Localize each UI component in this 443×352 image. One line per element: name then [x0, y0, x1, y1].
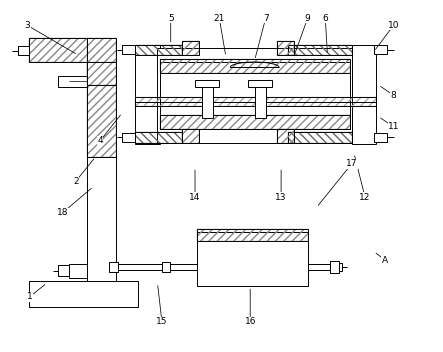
Text: 9: 9 [305, 14, 311, 23]
Bar [159, 115, 350, 129]
Bar [197, 232, 307, 287]
Text: 4: 4 [97, 137, 103, 145]
Text: 18: 18 [57, 208, 68, 217]
Text: 14: 14 [189, 193, 201, 202]
Bar [136, 98, 376, 106]
Bar [29, 38, 87, 62]
Bar [277, 129, 294, 143]
Text: 15: 15 [156, 317, 167, 326]
Bar [18, 46, 29, 55]
Bar [277, 41, 294, 55]
Bar [136, 98, 376, 106]
Bar [288, 44, 352, 55]
Bar [87, 157, 116, 283]
Bar [87, 38, 116, 157]
Bar [69, 264, 87, 278]
Bar [288, 132, 352, 143]
Text: 13: 13 [276, 193, 287, 202]
Bar [162, 262, 170, 272]
Bar [159, 58, 350, 73]
Bar [255, 80, 266, 118]
Bar [136, 132, 182, 143]
Bar [182, 129, 199, 143]
Text: 17: 17 [346, 159, 358, 168]
Bar [374, 133, 387, 142]
Bar [182, 129, 199, 143]
Text: 5: 5 [168, 14, 174, 23]
Bar [374, 45, 387, 54]
Bar [197, 228, 307, 241]
Bar [330, 261, 339, 273]
Bar [136, 132, 182, 143]
Bar [157, 48, 352, 143]
Bar [58, 265, 69, 276]
Bar [29, 38, 87, 62]
Bar [352, 44, 376, 144]
Bar [29, 281, 138, 308]
Bar [182, 41, 199, 55]
Bar [87, 62, 116, 85]
Text: 1: 1 [27, 293, 32, 301]
Text: 6: 6 [323, 14, 328, 23]
Text: 12: 12 [359, 193, 371, 202]
Text: 3: 3 [24, 21, 30, 30]
Text: 21: 21 [214, 14, 225, 23]
Bar [87, 62, 116, 85]
Bar [58, 76, 87, 87]
Bar [288, 44, 352, 55]
Bar [339, 263, 342, 271]
Bar [136, 44, 159, 144]
Text: 2: 2 [73, 177, 78, 186]
Bar [248, 80, 272, 87]
Text: 10: 10 [388, 21, 400, 30]
Bar [122, 133, 136, 142]
Bar [159, 62, 350, 129]
Bar [159, 58, 350, 73]
Bar [136, 44, 182, 55]
Bar [136, 44, 182, 55]
Bar [202, 80, 213, 118]
Text: 8: 8 [391, 91, 396, 100]
Bar [277, 129, 294, 143]
Text: 16: 16 [245, 317, 256, 326]
Bar [195, 80, 219, 87]
Bar [182, 41, 199, 55]
Text: 7: 7 [263, 14, 268, 23]
Bar [197, 228, 307, 241]
Bar [159, 115, 350, 129]
Bar [277, 41, 294, 55]
Bar [87, 38, 116, 157]
Text: A: A [382, 256, 388, 265]
Text: 11: 11 [388, 122, 400, 131]
Bar [122, 45, 136, 54]
Bar [288, 132, 352, 143]
Bar [109, 262, 118, 272]
